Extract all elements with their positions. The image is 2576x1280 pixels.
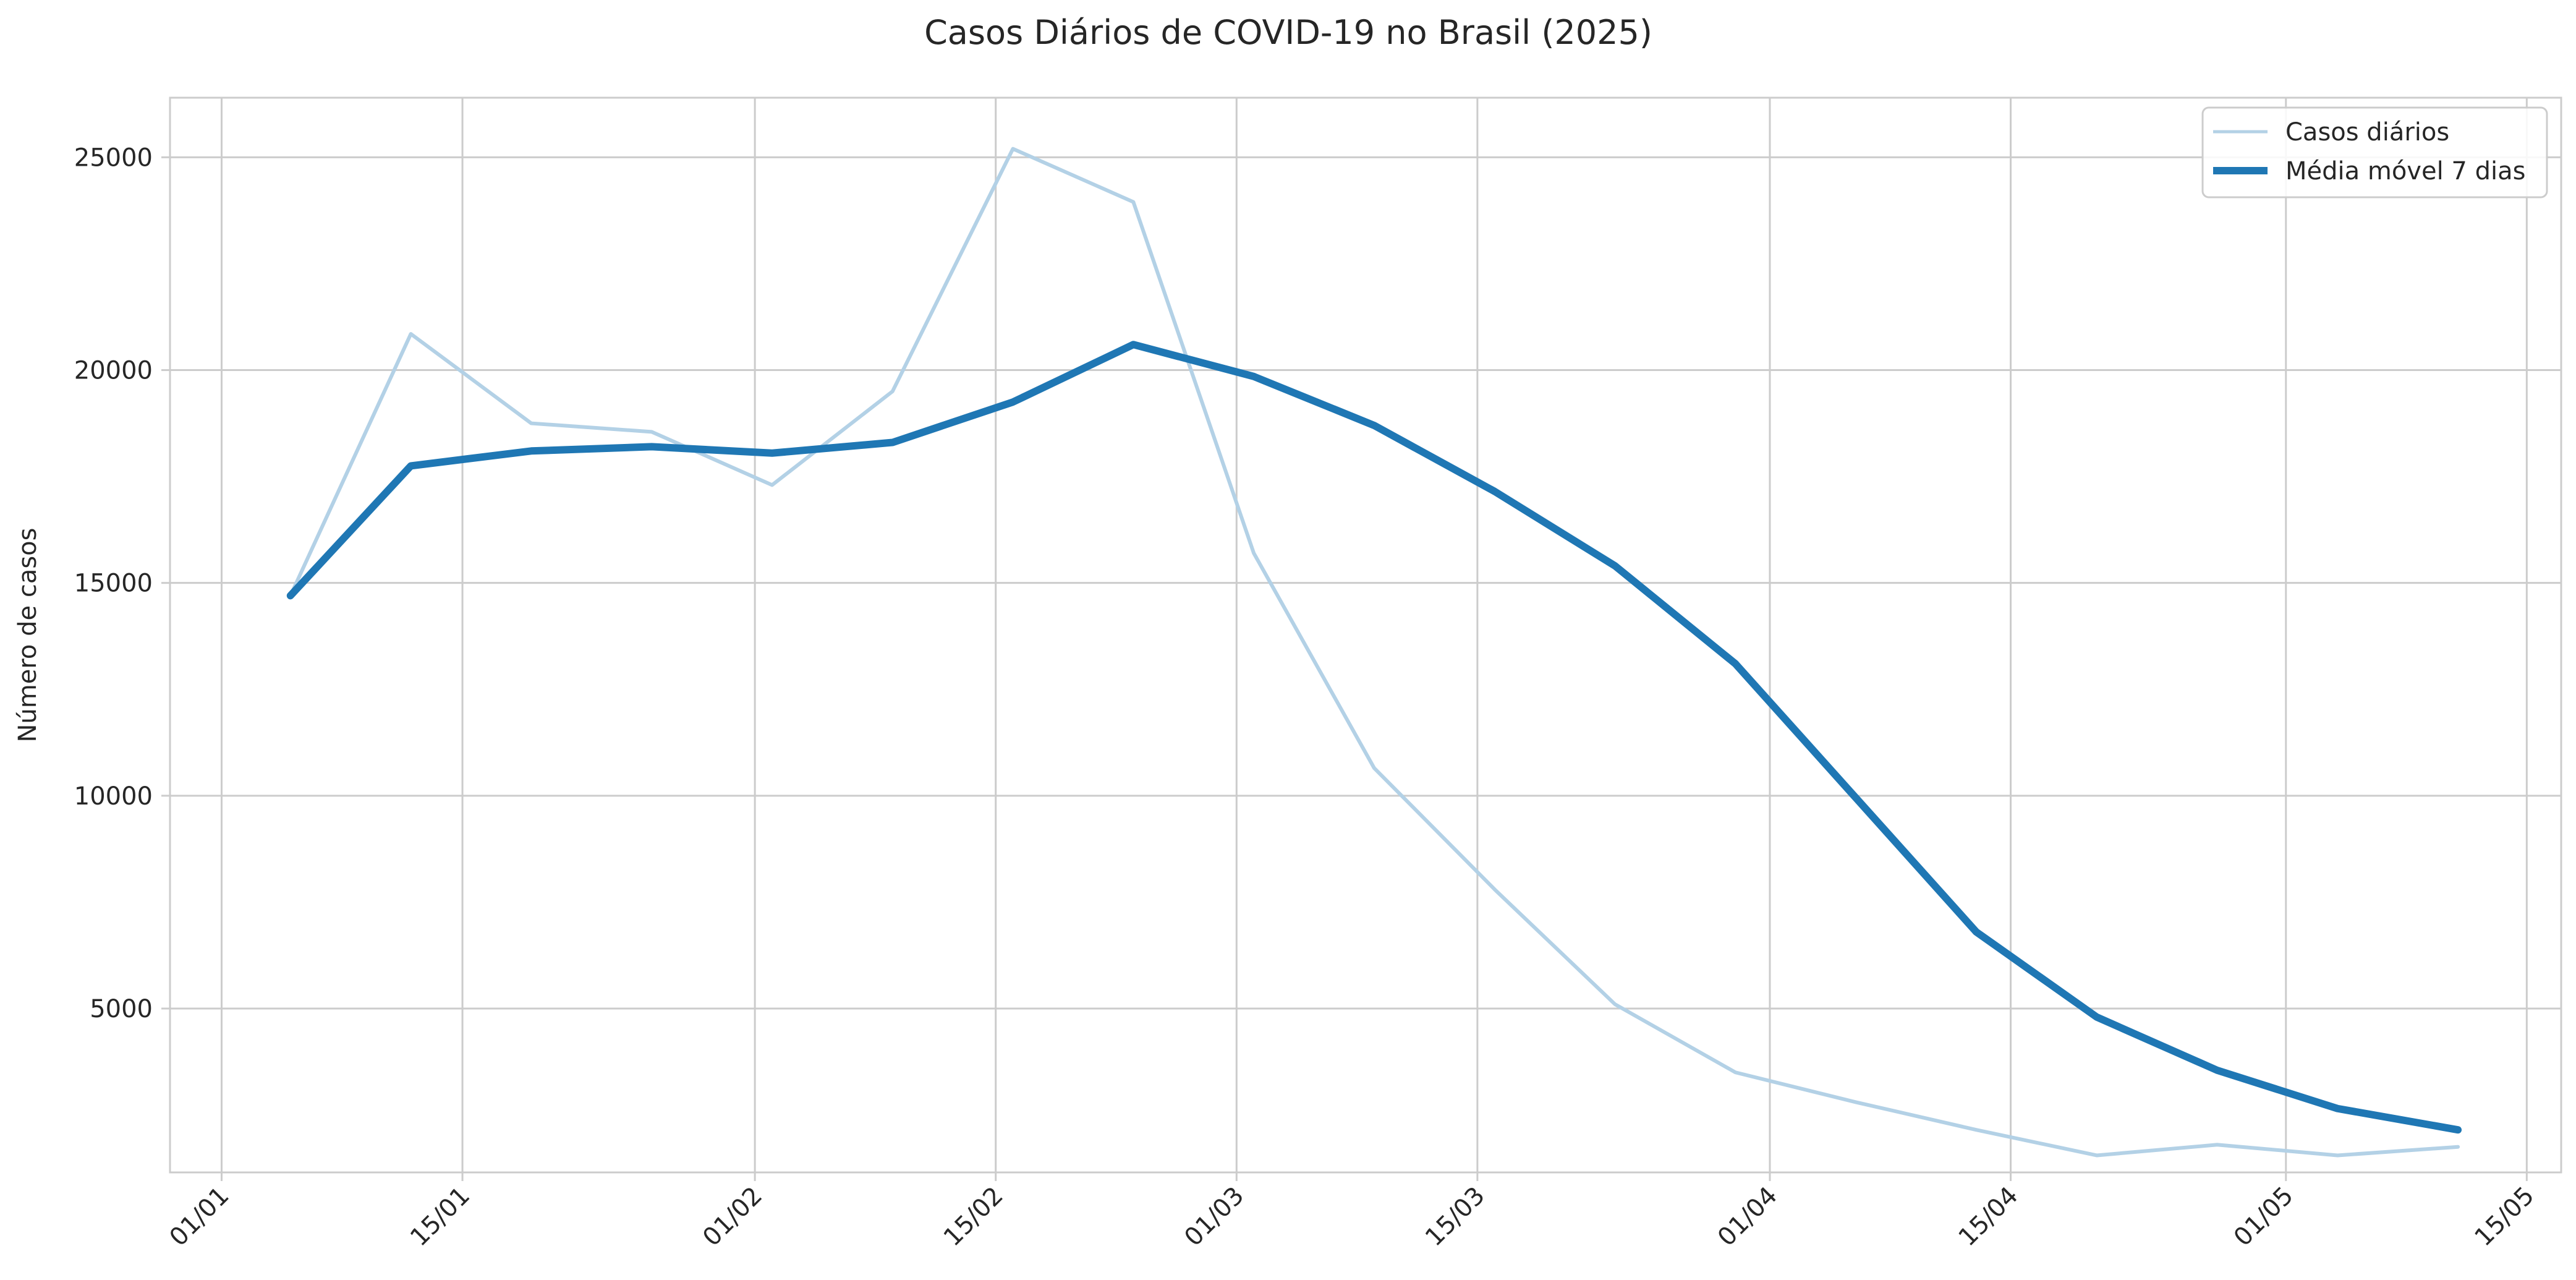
legend-label-media-movel: Média móvel 7 dias <box>2285 157 2525 186</box>
legend-label-casos-diarios: Casos diários <box>2285 118 2449 147</box>
x-tick-label: 15/04 <box>1953 1182 2024 1252</box>
x-tick-label: 01/05 <box>2229 1182 2299 1252</box>
y-axis-label: Número de casos <box>14 528 42 743</box>
series-lines <box>286 147 2462 1158</box>
y-tick-label: 5000 <box>90 995 153 1023</box>
x-tick-label: 15/05 <box>2469 1182 2540 1252</box>
x-tick-label: 15/01 <box>405 1182 475 1252</box>
x-tick-label: 01/01 <box>164 1182 235 1252</box>
x-tick-label: 15/02 <box>938 1182 1009 1252</box>
x-axis: 01/01 15/01 01/02 15/02 01/03 15/03 01/04 15/04… <box>164 1172 2540 1252</box>
y-tick-label: 10000 <box>74 782 153 811</box>
chart-title: Casos Diários de COVID-19 no Brasil (202… <box>924 13 1652 52</box>
series-line-casos-diarios <box>288 147 2460 1158</box>
y-axis: 5000 10000 15000 20000 25000 <box>74 143 170 1023</box>
x-tick-label: 15/03 <box>1420 1182 1490 1252</box>
y-tick-label: 20000 <box>74 357 153 385</box>
x-tick-label: 01/02 <box>697 1182 768 1252</box>
y-tick-label: 25000 <box>74 143 153 172</box>
grid-lines <box>170 98 2561 1172</box>
plot-area-frame <box>169 96 2562 1174</box>
x-tick-label: 01/04 <box>1712 1182 1783 1252</box>
legend: Casos diários Média móvel 7 dias <box>2201 106 2548 198</box>
y-tick-label: 15000 <box>74 570 153 598</box>
legend-box <box>2201 106 2548 198</box>
series-line-media-movel-7-dias <box>286 341 2462 1134</box>
x-tick-label: 01/03 <box>1179 1182 1249 1252</box>
